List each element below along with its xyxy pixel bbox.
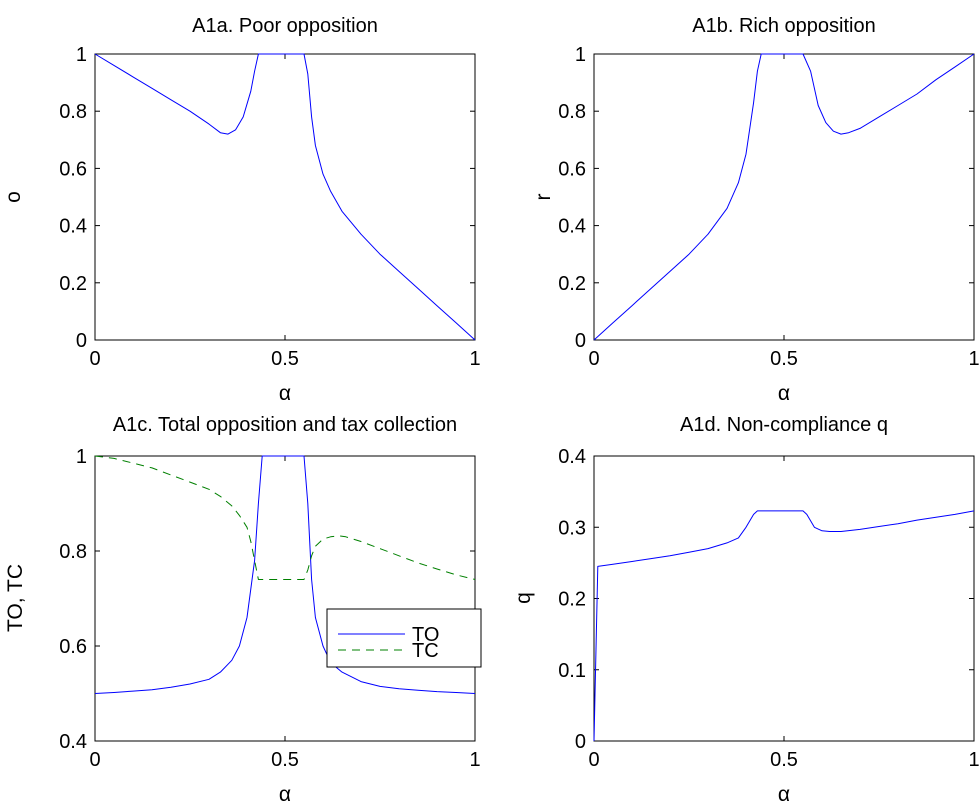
legend-label-to: TO <box>412 624 439 646</box>
y-axis-label: o <box>2 191 25 203</box>
y-tick-label: 0.4 <box>59 216 87 238</box>
panel-title: A1a. Poor opposition <box>192 15 378 37</box>
legend-box <box>326 608 482 668</box>
y-axis-label: TO, TC <box>4 564 27 632</box>
y-axis-label: q <box>512 592 535 604</box>
series-line-to <box>94 455 476 694</box>
y-tick-label: 0.3 <box>558 517 586 539</box>
x-tick-label: 0 <box>89 749 100 771</box>
panel-poor-opposition: A1a. Poor opposition 0 0.5 1 0 0.2 0.4 0.6 0.8 1… <box>2 15 481 405</box>
y-tick-label: 0.1 <box>558 660 586 682</box>
series-group <box>94 455 476 694</box>
x-tick-label: 0.5 <box>271 749 299 771</box>
y-tick-label: 0 <box>575 330 586 352</box>
x-axis-label: α <box>778 783 790 806</box>
panel-title: A1b. Rich opposition <box>692 15 875 37</box>
series-line <box>94 53 476 341</box>
plot-frame <box>94 53 476 341</box>
y-tick-label: 0.6 <box>59 158 87 180</box>
x-tick-label: 0 <box>89 348 100 370</box>
series-line <box>593 53 975 341</box>
plot-frame <box>593 53 975 341</box>
y-tick-label: 0.2 <box>558 273 586 295</box>
tick-group: 0 0.5 1 0.4 0.6 0.8 1 <box>59 446 480 771</box>
panel-non-compliance: A1d. Non-compliance q 0 0.5 1 0 0.1 0.2 0.3 0.4… <box>512 414 980 806</box>
y-tick-label: 0 <box>575 731 586 753</box>
y-tick-label: 0.2 <box>558 589 586 611</box>
series-group <box>94 53 476 341</box>
series-line <box>593 510 975 742</box>
x-axis-label: α <box>279 382 291 405</box>
x-tick-label: 1 <box>469 348 480 370</box>
y-axis-label: r <box>532 194 555 201</box>
panel-title: A1d. Non-compliance q <box>680 414 888 436</box>
x-axis-label: α <box>778 382 790 405</box>
x-tick-label: 0.5 <box>271 348 299 370</box>
x-tick-label: 1 <box>469 749 480 771</box>
y-tick-label: 0.4 <box>558 446 586 468</box>
x-tick-label: 1 <box>968 749 979 771</box>
x-tick-label: 0.5 <box>770 348 798 370</box>
y-tick-label: 0.4 <box>558 216 586 238</box>
series-group <box>593 510 975 742</box>
panel-rich-opposition: A1b. Rich opposition 0 0.5 1 0 0.2 0.4 0.6 0.8 1… <box>532 15 980 405</box>
tick-group: 0 0.5 1 0 0.1 0.2 0.3 0.4 <box>558 446 979 771</box>
y-tick-label: 0.8 <box>59 541 87 563</box>
y-tick-label: 0.2 <box>59 273 87 295</box>
plot-frame <box>593 455 975 742</box>
y-tick-label: 0 <box>76 330 87 352</box>
y-tick-label: 0.8 <box>59 101 87 123</box>
series-group <box>593 53 975 341</box>
legend: TO TC <box>326 608 482 668</box>
y-tick-label: 0.4 <box>59 731 87 753</box>
tick-group: 0 0.5 1 0 0.2 0.4 0.6 0.8 1 <box>558 44 979 370</box>
panel-title: A1c. Total opposition and tax collection <box>113 414 457 436</box>
x-tick-label: 0 <box>588 348 599 370</box>
panel-total-opposition: A1c. Total opposition and tax collection… <box>4 414 482 806</box>
y-tick-label: 1 <box>76 44 87 66</box>
x-axis-label: α <box>279 783 291 806</box>
y-tick-label: 0.6 <box>59 636 87 658</box>
x-tick-label: 0.5 <box>770 749 798 771</box>
tick-group: 0 0.5 1 0 0.2 0.4 0.6 0.8 1 <box>59 44 480 370</box>
plot-frame <box>94 455 476 742</box>
y-tick-label: 0.8 <box>558 101 586 123</box>
series-line-tc <box>94 455 476 580</box>
y-tick-label: 1 <box>575 44 586 66</box>
x-tick-label: 1 <box>968 348 979 370</box>
y-tick-label: 0.6 <box>558 158 586 180</box>
y-tick-label: 1 <box>76 446 87 468</box>
x-tick-label: 0 <box>588 749 599 771</box>
legend-label-tc: TC <box>412 640 439 662</box>
